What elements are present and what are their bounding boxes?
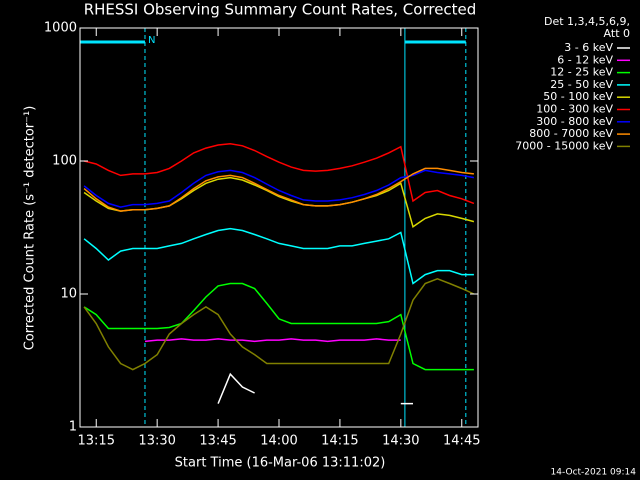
legend-label: 3 - 6 keV <box>564 41 613 54</box>
series-line <box>83 167 474 212</box>
series-line <box>83 277 475 371</box>
legend-header: Det 1,3,4,5,6,9, <box>544 15 630 28</box>
series-line <box>217 372 413 405</box>
series-line <box>83 176 475 229</box>
x-tick-label: 14:45 <box>443 434 480 449</box>
legend-label: 25 - 50 keV <box>550 78 613 91</box>
legend-label: 300 - 800 keV <box>536 115 613 128</box>
x-tick-label: 14:15 <box>321 434 358 449</box>
series-line <box>83 282 474 371</box>
legend-label: 50 - 100 keV <box>543 90 613 103</box>
x-axis-label: Start Time (16-Mar-06 13:11:02) <box>175 456 386 471</box>
chart-title: RHESSI Observing Summary Count Rates, Co… <box>84 1 477 19</box>
y-axis-label: Corrected Count Rate (s⁻¹ detector⁻¹) <box>23 106 38 351</box>
x-tick-label: 13:30 <box>138 434 175 449</box>
x-tick-label: 14:00 <box>260 434 297 449</box>
plot-frame <box>79 27 479 428</box>
y-tick-label: 1000 <box>44 21 77 36</box>
legend-label: 100 - 300 keV <box>536 103 613 116</box>
legend-label: 12 - 25 keV <box>550 66 613 79</box>
x-tick-label: 13:15 <box>78 434 115 449</box>
series-line <box>83 142 475 205</box>
footer: 14-Oct-2021 09:14 <box>551 468 637 478</box>
legend-label: 7000 - 15000 keV <box>515 139 613 152</box>
series-line <box>83 169 475 208</box>
series-line <box>144 338 401 343</box>
x-tick-label: 14:30 <box>382 434 419 449</box>
legend-label: 800 - 7000 keV <box>529 127 613 140</box>
legend-label: 6 - 12 keV <box>557 53 613 66</box>
legend-header: Att 0 <box>604 27 630 40</box>
y-tick-label: 1 <box>69 420 77 435</box>
period-label: N <box>148 35 155 46</box>
y-tick-label: 100 <box>52 154 77 169</box>
series-line <box>83 227 474 285</box>
y-tick-label: 10 <box>60 287 77 302</box>
x-tick-label: 13:45 <box>199 434 236 449</box>
